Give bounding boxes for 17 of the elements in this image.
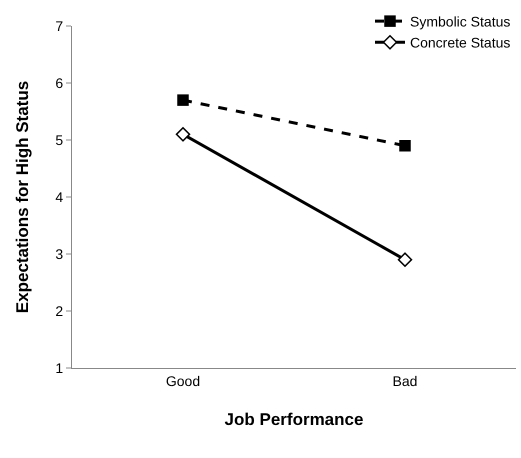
y-tick-label: 4 (55, 188, 64, 205)
y-tick-label: 2 (55, 302, 64, 319)
point (177, 94, 189, 106)
x-tick-label: Bad (392, 372, 418, 389)
point (398, 252, 412, 267)
point (399, 140, 411, 152)
y-axis-title: Expectations for High Status (13, 80, 32, 314)
y-tick-label: 7 (55, 18, 64, 34)
y-tick-label: 1 (55, 360, 64, 376)
point (176, 127, 190, 142)
y-tick-label: 5 (55, 132, 64, 148)
legend-label: Concrete Status (410, 34, 510, 51)
x-axis-title: Job Performance (224, 410, 364, 430)
legend-label: Symbolic Status (410, 14, 510, 30)
y-tick-label: 3 (55, 246, 64, 262)
y-tick-label: 6 (55, 74, 64, 91)
x-tick-label: Good (166, 372, 200, 389)
